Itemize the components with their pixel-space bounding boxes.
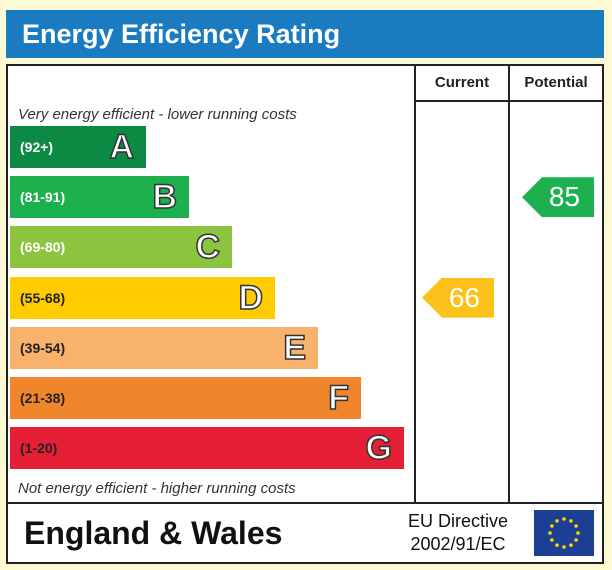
eu-star-icon [569,519,573,523]
eu-star-icon [555,543,559,547]
band-d: (55-68) D [10,276,275,319]
band-letter-label: C [195,228,221,268]
band-f: (21-38) F [10,377,361,419]
top-caption: Very energy efficient - lower running co… [18,106,297,123]
band-letter-label: D [238,278,264,318]
current-column-header: Current [434,74,490,91]
eu-star-icon [550,538,554,542]
directive-line-1: EU Directive [407,511,509,531]
rating-chart: Current Potential Very energy efficient … [6,64,604,504]
chart-title: Energy Efficiency Rating [6,10,604,58]
header-divider [414,100,602,102]
bottom-caption: Not energy efficient - higher running co… [18,480,296,497]
band-range-label: (92+) [20,139,54,155]
band-range-label: (81-91) [20,189,66,206]
band-b: (81-91) B [10,176,189,219]
band-letter-label: E [283,328,307,368]
eu-star-icon [574,538,578,542]
divider-current [414,66,416,502]
directive-line-2: 2002/91/EC [410,534,506,554]
eu-star-icon [569,543,573,547]
band-range-label: (1-20) [20,440,58,457]
band-letter-label: F [327,378,349,418]
band-g: (1-20) G [10,427,404,470]
band-e: (39-54) E [10,326,318,369]
eu-star-icon [555,519,559,523]
eu-directive: EU Directive 2002/91/EC [396,510,520,556]
eu-flag-icon [534,510,594,556]
eu-star-icon [576,531,580,535]
band-range-label: (69-80) [20,239,66,256]
eu-star-icon [550,524,554,528]
eu-star-icon [562,545,566,549]
potential-column-header: Potential [524,74,588,91]
band-letter-label: B [152,177,178,217]
band-letter-label: A [109,127,135,167]
divider-potential [508,66,510,502]
eu-star-icon [574,524,578,528]
eu-star-icon [562,517,566,521]
eu-star-icon [548,531,552,535]
band-a: (92+) A [10,126,146,168]
band-range-label: (21-38) [20,390,66,406]
band-c: (69-80) C [10,226,232,269]
potential-rating-arrow: 85 [522,177,594,218]
footer: England & Wales EU Directive 2002/91/EC [6,504,604,564]
band-range-label: (55-68) [20,289,66,306]
region-label: England & Wales [24,515,283,551]
band-range-label: (39-54) [20,339,66,356]
band-letter-label: G [365,428,393,468]
current-rating-arrow: 66 [422,277,494,318]
